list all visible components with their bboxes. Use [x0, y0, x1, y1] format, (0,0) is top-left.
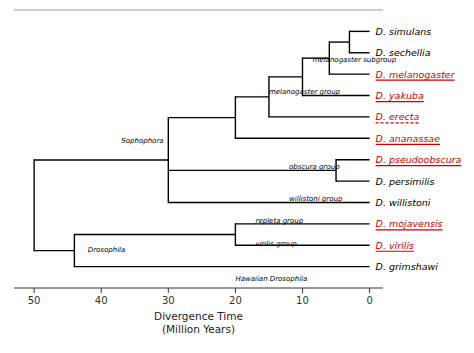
internal-branch — [329, 41, 349, 42]
x-tick — [369, 288, 370, 293]
internal-branch — [34, 250, 74, 251]
underline — [376, 251, 414, 252]
x-tick-label: 20 — [229, 295, 242, 306]
species-label: D. persimilis — [376, 176, 435, 187]
species-label: D. willistoni — [376, 197, 431, 208]
group-label: melanogaster subgroup — [313, 56, 397, 64]
underline — [376, 101, 424, 102]
x-tick — [34, 288, 35, 293]
group-label: Drosophila — [88, 246, 126, 254]
tree — [34, 31, 369, 266]
tip-branch — [336, 159, 370, 160]
x-tick-label: 30 — [162, 295, 175, 306]
x-tick-label: 10 — [296, 295, 309, 306]
species-label: D. grimshawi — [376, 261, 439, 272]
node-branch — [33, 160, 34, 251]
tip-branch — [349, 31, 369, 32]
x-tick-label: 40 — [95, 295, 108, 306]
group-label: repleta group — [256, 217, 304, 225]
x-tick — [235, 288, 236, 293]
tip-branch — [349, 52, 369, 53]
internal-branch — [269, 76, 303, 77]
internal-branch — [168, 117, 235, 118]
species-label: D. yakuba — [376, 90, 424, 101]
group-label: melanogaster group — [269, 88, 341, 96]
species-label: D. mojavensis — [376, 218, 443, 229]
group-label: virilis group — [256, 240, 298, 248]
chart: 50 40 30 20 10 0 Divergence Time(Million Years… — [0, 0, 474, 353]
x-tick-label: 0 — [366, 295, 372, 306]
dashed-underline — [376, 122, 420, 123]
group-label: willistoni group — [289, 195, 343, 203]
group-label: obscura group — [289, 163, 340, 171]
underline — [376, 80, 455, 81]
tip-branch — [336, 180, 370, 181]
x-axis-line — [14, 288, 383, 289]
species-label: D. virilis — [376, 240, 414, 251]
x-axis-label: Divergence Time(Million Years) — [154, 310, 243, 335]
species-label: D. melanogaster — [376, 69, 456, 80]
internal-branch — [235, 96, 269, 97]
x-tick — [101, 288, 102, 293]
underline — [376, 165, 462, 166]
frame-top — [14, 10, 383, 11]
species-label: D. erecta — [376, 111, 420, 122]
tip-branch — [235, 138, 369, 139]
group-label: Sophophora — [121, 137, 163, 145]
tip-branch — [74, 266, 369, 267]
x-tick — [168, 288, 169, 293]
species-label: D. pseudoobscura — [376, 154, 462, 165]
underline — [376, 144, 440, 145]
species-label: D. simulans — [376, 26, 432, 37]
species-label: D. ananassae — [376, 133, 441, 144]
tip-branch — [269, 116, 370, 117]
internal-branch — [34, 159, 168, 160]
x-tick — [302, 288, 303, 293]
tip-branch — [329, 73, 369, 74]
group-label: Hawaiian Drosophila — [235, 275, 307, 283]
internal-branch — [74, 234, 235, 235]
underline — [376, 229, 443, 230]
x-tick-label: 50 — [28, 295, 41, 306]
